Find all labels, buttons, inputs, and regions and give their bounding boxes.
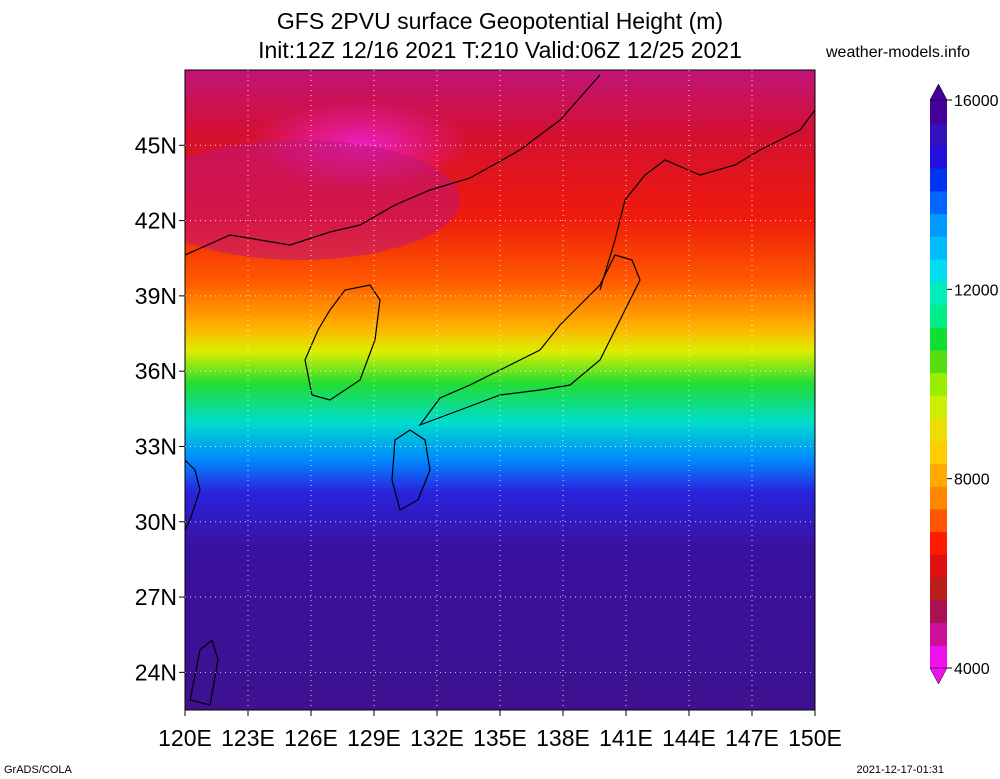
colorbar-swatch	[930, 463, 947, 487]
y-tick-label: 42N	[135, 208, 177, 234]
colorbar-swatch	[930, 327, 947, 351]
colorbar-max-triangle	[929, 83, 948, 101]
colorbar-swatch	[930, 622, 947, 646]
chart-title-line2: Init:12Z 12/16 2021 T:210 Valid:06Z 12/2…	[258, 37, 742, 63]
colorbar-swatch	[930, 372, 947, 396]
y-tick-label: 27N	[135, 584, 177, 610]
colorbar-swatch	[930, 486, 947, 510]
x-tick-label: 144E	[662, 725, 716, 751]
y-tick-label: 30N	[135, 509, 177, 535]
x-tick-label: 126E	[284, 725, 338, 751]
x-tick-label: 147E	[725, 725, 779, 751]
y-tick-label: 39N	[135, 283, 177, 309]
colorbar-swatch	[930, 554, 947, 578]
site-label: weather-models.info	[826, 44, 971, 61]
colorbar-swatch	[930, 168, 947, 192]
colorbar-swatch	[930, 236, 947, 260]
colorbar-swatch	[930, 122, 947, 146]
chart-title-line1: GFS 2PVU surface Geopotential Height (m)	[276, 8, 724, 34]
x-tick-label: 141E	[599, 725, 653, 751]
colorbar-swatch	[930, 599, 947, 624]
x-tick-label: 123E	[221, 725, 275, 751]
colorbar-swatch	[930, 418, 947, 442]
y-tick-label: 36N	[135, 358, 177, 384]
colorbar-tick-label: 16000	[954, 93, 999, 110]
y-tick-label: 33N	[135, 433, 177, 459]
gridlines	[185, 70, 815, 710]
colorbar-swatch	[930, 440, 947, 465]
x-axis: 120E 123E 126E 129E 132E 135E 138E 141E 144E 147E…	[158, 710, 842, 751]
colorbar-swatch	[930, 395, 947, 419]
y-tick-label: 45N	[135, 132, 177, 158]
colorbar-swatch	[930, 145, 947, 169]
y-tick-label: 24N	[135, 659, 177, 685]
plot-area	[185, 70, 815, 710]
x-tick-label: 132E	[410, 725, 464, 751]
colorbar-swatch	[930, 304, 947, 328]
x-tick-label: 135E	[473, 725, 527, 751]
x-tick-label: 120E	[158, 725, 212, 751]
colorbar-tick-label: 12000	[954, 282, 999, 299]
colorbar-swatch	[930, 508, 947, 533]
y-axis: 45N 42N 39N 36N 33N 30N 27N 24N	[135, 132, 185, 685]
x-tick-label: 129E	[347, 725, 401, 751]
colorbar-swatch	[930, 213, 947, 237]
colorbar-swatch	[930, 190, 947, 215]
colorbar-swatch	[930, 531, 947, 555]
colorbar-swatch	[930, 577, 947, 601]
colorbar-swatch	[930, 281, 947, 305]
colorbar-swatch	[930, 645, 947, 669]
colorbar-min-triangle	[929, 667, 948, 685]
colorbar: 16000 12000 8000 4000	[929, 83, 999, 685]
timestamp-label: 2021-12-17-01:31	[856, 764, 944, 776]
colorbar-swatch	[930, 349, 947, 374]
x-tick-label: 138E	[536, 725, 590, 751]
colorbar-swatch	[930, 259, 947, 283]
colorbar-tick-label: 8000	[954, 472, 990, 489]
colorbar-swatch	[930, 100, 947, 124]
x-tick-label: 150E	[788, 725, 842, 751]
credit-label: GrADS/COLA	[4, 764, 72, 776]
low-height-band	[185, 140, 460, 260]
colorbar-tick-label: 4000	[954, 661, 990, 678]
